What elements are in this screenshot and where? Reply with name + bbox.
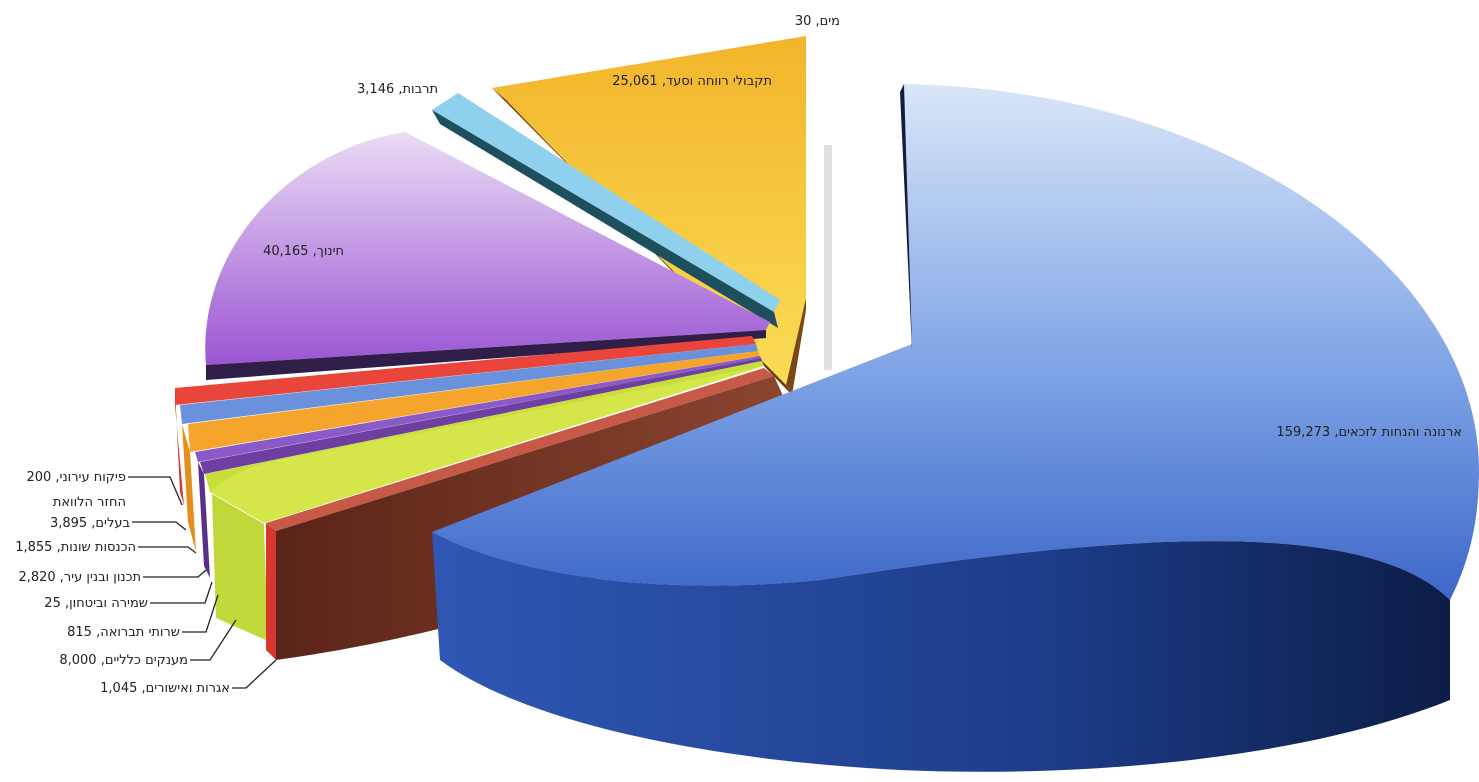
slice-agarot-top xyxy=(266,368,774,531)
slice-chinuch xyxy=(205,132,770,365)
label-tichnun: תכנון ובנין עיר, 2,820 xyxy=(18,570,141,585)
slice-arnona xyxy=(432,84,1479,600)
slice-agarot-front xyxy=(266,523,276,660)
label-tikbulei: תקבולי רווחה וסעד, 25,061 xyxy=(612,74,772,89)
slice-pikuach xyxy=(180,344,758,424)
label-pikuach: פיקוח עירוני, 200 xyxy=(26,470,126,485)
label-mayim: מים, 30 xyxy=(795,14,840,29)
label-shmira: שמירה וביטחון, 25 xyxy=(44,596,148,611)
label-maanakim: מענקים כלליים, 8,000 xyxy=(59,653,188,668)
label-agarot: אגרות ואישורים, 1,045 xyxy=(100,681,230,696)
label-chinuch: חינוך, 40,165 xyxy=(263,244,344,259)
label-arnona: ארנונה והנחות לזכאים, 159,273 xyxy=(1276,425,1462,440)
slice-tikbulei xyxy=(492,36,806,385)
label-tavrua: שרותי תברואה, 815 xyxy=(67,625,180,640)
label-hechzer-line1: החזר הלוואת xyxy=(53,495,126,510)
slice-maanakim-side xyxy=(212,494,268,641)
slice-tikbulei-edge xyxy=(786,298,806,395)
slice-hechzer-side xyxy=(182,424,196,552)
label-hachnasot: הכנסות שונות, 1,855 xyxy=(15,540,136,555)
slice-tarbut xyxy=(432,93,780,312)
slice-arnona-side xyxy=(432,532,1450,772)
slice-hachnasot xyxy=(195,356,761,462)
slice-tichnun-side xyxy=(198,462,210,578)
slice-hechzer xyxy=(188,351,760,452)
slice-tarbut-side xyxy=(432,110,778,328)
slice-red xyxy=(175,336,756,405)
slice-arnona-edge xyxy=(900,84,912,350)
slice-tichnun xyxy=(200,358,762,474)
leader-lines xyxy=(128,476,277,689)
slice-maanakim xyxy=(210,366,764,523)
label-hechzer-line2: בעלים, 3,895 xyxy=(50,516,130,531)
slice-mayim-edge xyxy=(824,145,832,370)
slice-chinuch-side xyxy=(206,330,766,380)
label-tarbut: תרבות, 3,146 xyxy=(357,82,438,97)
